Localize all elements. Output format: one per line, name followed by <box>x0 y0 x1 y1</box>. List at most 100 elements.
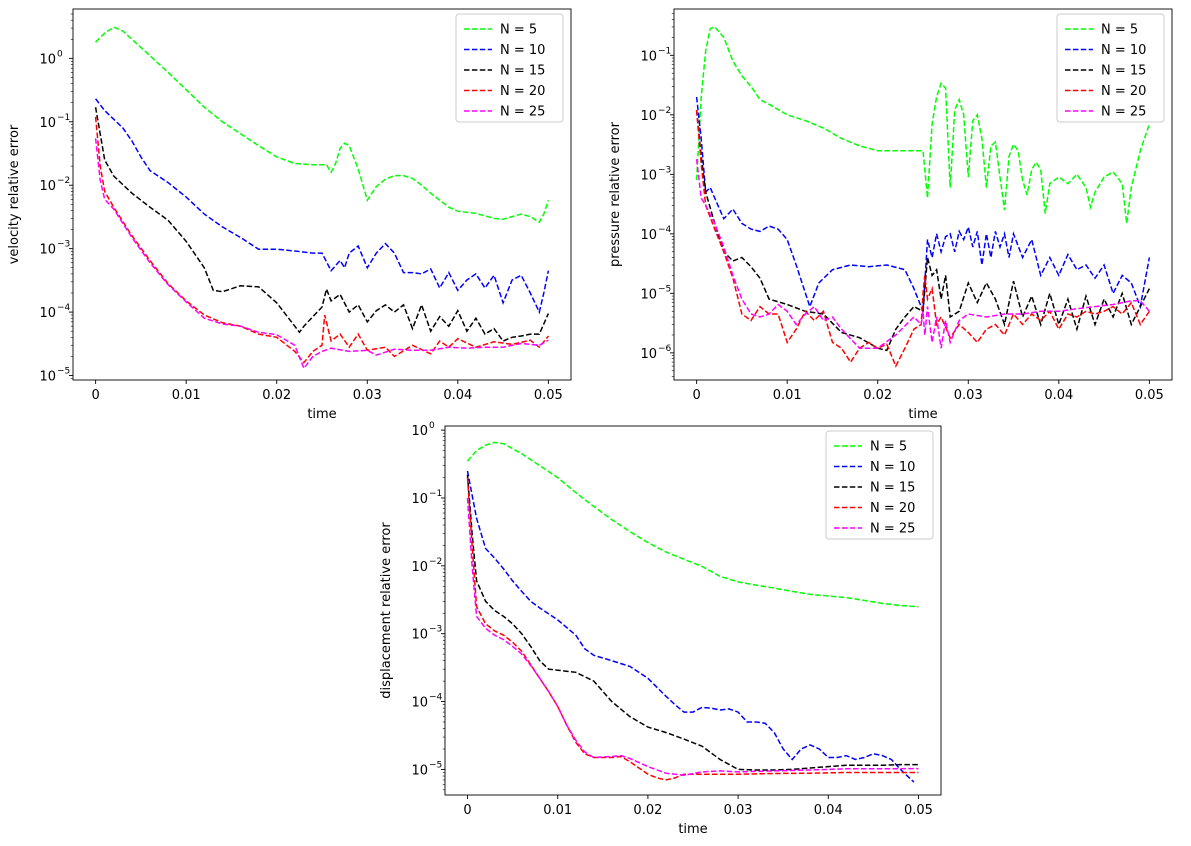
y-tick-exponent: −2 <box>57 176 70 186</box>
plot-frame <box>673 8 1173 381</box>
y-tick-base: 10 <box>640 228 657 243</box>
y-tick-exponent: −5 <box>429 760 442 770</box>
series-line-n-20 <box>695 110 1151 368</box>
legend-label-n-20: N = 20 <box>1101 84 1146 99</box>
legend-label-n-25: N = 25 <box>870 522 915 537</box>
y-tick-exponent: −2 <box>429 557 442 567</box>
y-tick-exponent: −4 <box>658 225 672 235</box>
y-tick-exponent: −4 <box>429 693 443 703</box>
y-tick-label: 10 <box>640 168 657 183</box>
x-axis-label: time <box>678 822 707 837</box>
y-tick-base: 10 <box>39 52 56 67</box>
legend-label-n-15: N = 15 <box>500 64 545 79</box>
y-tick-exponent: −4 <box>57 303 71 313</box>
y-tick-exponent: −3 <box>57 240 70 250</box>
y-tick-exponent: 0 <box>57 49 63 59</box>
legend: N = 5 N = 10 N = 15 N = 20 N = 25 <box>825 430 934 540</box>
legend-box <box>455 13 564 123</box>
y-tick-base: 10 <box>39 243 56 258</box>
legend-label-n-5: N = 5 <box>500 23 537 38</box>
y-tick-label: 10 <box>640 109 657 124</box>
y-tick-label: 10 <box>39 52 56 67</box>
y-tick-base: 10 <box>640 49 657 64</box>
y-tick-label: 10 <box>411 492 428 507</box>
series-line-n-5 <box>695 26 1151 224</box>
y-tick-label: 10 <box>39 179 56 194</box>
series-line-n-5 <box>95 26 550 224</box>
series-line-n-25 <box>466 497 919 777</box>
plot-frame <box>72 8 572 381</box>
y-tick-label: 10 <box>39 116 56 131</box>
series-group <box>466 441 919 783</box>
y-axis-label: velocity relative error <box>7 124 22 264</box>
legend-label-n-15: N = 15 <box>1101 64 1146 79</box>
y-tick-label: 10 <box>39 370 56 385</box>
y-tick-base: 10 <box>640 347 657 362</box>
series-line-n-15 <box>466 474 919 771</box>
y-tick-label: 10 <box>640 49 657 64</box>
series-line-n-15 <box>695 110 1151 352</box>
y-tick-exponent: −3 <box>429 625 442 635</box>
x-tick-label: 0.05 <box>904 803 933 818</box>
legend-label-n-20: N = 20 <box>870 501 915 516</box>
x-tick-label: 0.02 <box>262 388 291 403</box>
x-axis-label: time <box>307 407 336 422</box>
y-tick-label: 10 <box>640 347 657 362</box>
y-tick-base: 10 <box>411 424 428 439</box>
x-tick-label: 0.01 <box>773 388 802 403</box>
y-tick-exponent: −1 <box>429 489 442 499</box>
legend-label-n-5: N = 5 <box>1101 23 1138 38</box>
x-tick-label: 0 <box>91 388 99 403</box>
y-tick-base: 10 <box>640 287 657 302</box>
legend-label-n-25: N = 25 <box>1101 105 1146 120</box>
y-axis-label: displacement relative error <box>379 522 394 699</box>
y-tick-base: 10 <box>39 179 56 194</box>
x-tick-label: 0.04 <box>814 803 843 818</box>
y-tick-label: 10 <box>39 243 56 258</box>
y-tick-exponent: 0 <box>429 421 435 431</box>
y-tick-exponent: −1 <box>658 46 671 56</box>
x-tick-label: 0.02 <box>863 388 892 403</box>
y-tick-label: 10 <box>411 763 428 778</box>
series-line-n-15 <box>94 107 550 342</box>
legend-label-n-10: N = 10 <box>1101 43 1146 58</box>
series-group <box>695 26 1151 368</box>
series-line-n-20 <box>94 116 549 364</box>
x-tick-label: 0.03 <box>353 388 382 403</box>
legend-label-n-10: N = 10 <box>870 460 915 475</box>
y-tick-exponent: −5 <box>57 367 70 377</box>
series-line-n-25 <box>94 138 549 370</box>
legend-box <box>825 430 934 540</box>
y-tick-exponent: −5 <box>658 284 671 294</box>
legend: N = 5 N = 10 N = 15 N = 20 N = 25 <box>1056 13 1165 123</box>
y-tick-base: 10 <box>411 628 428 643</box>
y-tick-base: 10 <box>411 696 428 711</box>
y-tick-exponent: −3 <box>658 165 671 175</box>
series-line-n-10 <box>695 96 1151 312</box>
legend: N = 5 N = 10 N = 15 N = 20 N = 25 <box>455 13 564 123</box>
plot-frame <box>444 425 942 796</box>
y-tick-label: 10 <box>411 696 428 711</box>
x-tick-label: 0.02 <box>633 803 662 818</box>
x-tick-label: 0 <box>463 803 471 818</box>
y-tick-exponent: −2 <box>658 106 671 116</box>
y-tick-label: 10 <box>640 287 657 302</box>
y-tick-label: 10 <box>411 424 428 439</box>
legend-label-n-20: N = 20 <box>500 84 545 99</box>
y-tick-label: 10 <box>411 560 428 575</box>
y-tick-exponent: −1 <box>57 113 70 123</box>
x-tick-label: 0.05 <box>534 388 563 403</box>
y-tick-label: 10 <box>411 628 428 643</box>
series-line-n-25 <box>695 159 1150 349</box>
series-group <box>94 26 550 370</box>
legend-label-n-10: N = 10 <box>500 43 545 58</box>
series-line-n-20 <box>466 477 919 781</box>
y-tick-base: 10 <box>39 116 56 131</box>
y-tick-label: 10 <box>640 228 657 243</box>
y-tick-base: 10 <box>640 168 657 183</box>
legend-label-n-5: N = 5 <box>870 440 907 455</box>
